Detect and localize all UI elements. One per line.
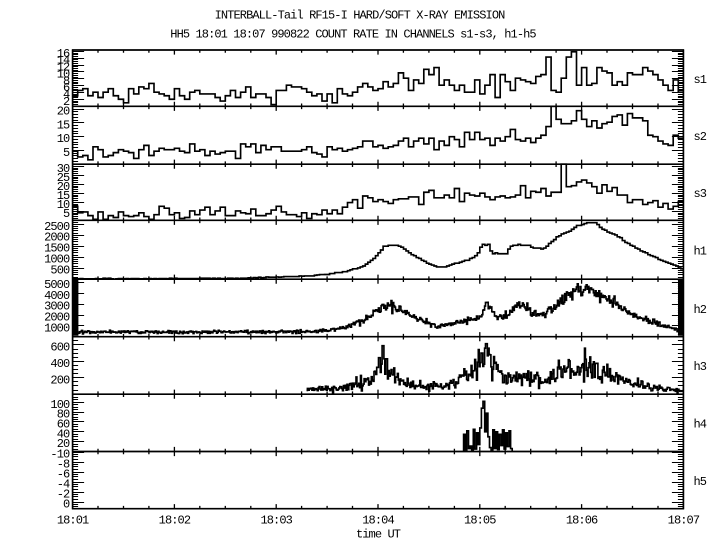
svg-text:18:05: 18:05 xyxy=(464,514,496,528)
svg-text:12: 12 xyxy=(57,61,70,75)
svg-text:600: 600 xyxy=(50,340,70,354)
svg-text:h5: h5 xyxy=(694,475,707,489)
svg-text:60: 60 xyxy=(57,418,70,432)
svg-text:h2: h2 xyxy=(694,303,707,317)
svg-text:2: 2 xyxy=(63,95,70,109)
svg-text:-2: -2 xyxy=(57,488,70,502)
svg-text:10: 10 xyxy=(57,132,70,146)
svg-text:18:04: 18:04 xyxy=(362,514,394,528)
svg-text:14: 14 xyxy=(57,54,70,68)
svg-text:1500: 1500 xyxy=(44,242,70,256)
svg-text:time UT: time UT xyxy=(356,528,401,542)
svg-text:500: 500 xyxy=(50,264,70,278)
svg-text:1000: 1000 xyxy=(44,321,70,335)
svg-text:18:01: 18:01 xyxy=(57,514,89,528)
svg-text:s3: s3 xyxy=(694,187,707,201)
svg-text:h1: h1 xyxy=(694,245,707,259)
svg-text:15: 15 xyxy=(57,118,70,132)
svg-text:s1: s1 xyxy=(694,73,707,87)
svg-text:-6: -6 xyxy=(57,468,70,482)
svg-text:HH5 18:01 18:07 990822 COUNT: HH5 18:01 18:07 990822 COUNT RATE IN CHA… xyxy=(170,27,536,41)
svg-text:-10: -10 xyxy=(50,448,70,462)
svg-text:5: 5 xyxy=(63,146,70,160)
svg-text:18:02: 18:02 xyxy=(159,514,191,528)
svg-text:18:07: 18:07 xyxy=(668,514,700,528)
svg-text:20: 20 xyxy=(57,180,70,194)
svg-text:0: 0 xyxy=(63,498,70,512)
svg-text:INTERBALL-Tail RF15-I HARD/SOF: INTERBALL-Tail RF15-I HARD/SOFT X-RAY EM… xyxy=(215,9,506,23)
svg-text:16: 16 xyxy=(57,47,70,61)
svg-text:10: 10 xyxy=(57,68,70,82)
svg-text:5: 5 xyxy=(63,207,70,221)
svg-text:8: 8 xyxy=(63,74,70,88)
svg-text:6: 6 xyxy=(63,81,70,95)
svg-text:18:06: 18:06 xyxy=(566,514,598,528)
svg-text:10: 10 xyxy=(57,198,70,212)
svg-text:40: 40 xyxy=(57,427,70,441)
svg-text:h3: h3 xyxy=(694,360,707,374)
svg-text:2000: 2000 xyxy=(44,311,70,325)
svg-text:200: 200 xyxy=(50,373,70,387)
svg-text:5000: 5000 xyxy=(44,278,70,292)
svg-text:2000: 2000 xyxy=(44,231,70,245)
svg-text:400: 400 xyxy=(50,357,70,371)
svg-text:3000: 3000 xyxy=(44,300,70,314)
svg-text:30: 30 xyxy=(57,162,70,176)
svg-text:s2: s2 xyxy=(694,130,707,144)
svg-text:100: 100 xyxy=(50,398,70,412)
svg-text:20: 20 xyxy=(57,437,70,451)
svg-text:20: 20 xyxy=(57,105,70,119)
svg-text:2500: 2500 xyxy=(44,220,70,234)
svg-text:h4: h4 xyxy=(694,418,707,432)
svg-text:15: 15 xyxy=(57,189,70,203)
svg-text:-8: -8 xyxy=(57,458,70,472)
svg-text:25: 25 xyxy=(57,171,70,185)
svg-text:4000: 4000 xyxy=(44,289,70,303)
svg-text:-4: -4 xyxy=(57,478,70,492)
svg-text:1000: 1000 xyxy=(44,253,70,267)
svg-text:4: 4 xyxy=(63,88,70,102)
svg-text:18:03: 18:03 xyxy=(260,514,292,528)
svg-text:80: 80 xyxy=(57,408,70,422)
